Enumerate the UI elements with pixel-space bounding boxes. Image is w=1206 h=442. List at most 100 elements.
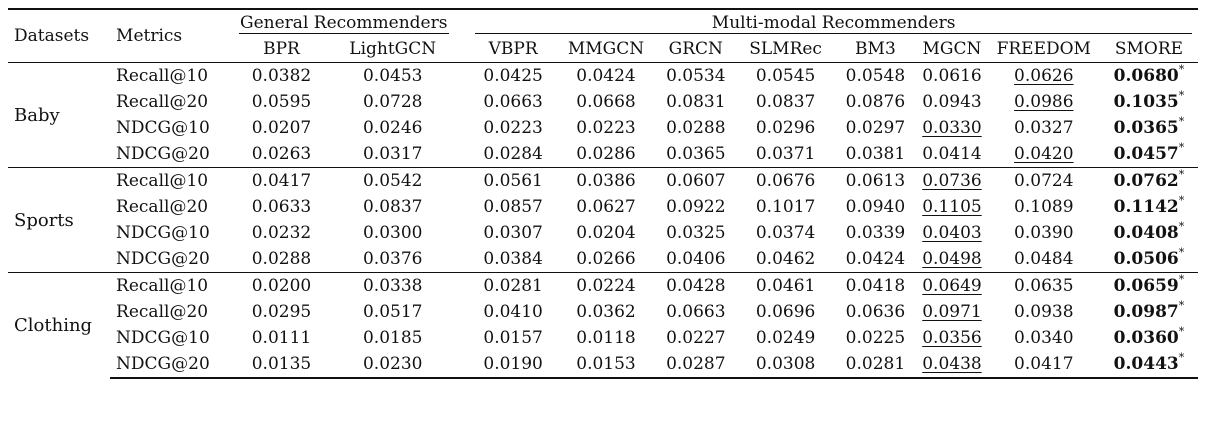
value-text: 0.0943 [922,92,982,112]
significance-marker: * [1178,220,1185,233]
value-cell: 0.0616 [916,62,988,89]
value-text: 0.0696 [755,302,816,322]
value-text: 0.0266 [576,249,636,269]
value-cell: 0.1142* [1100,194,1198,220]
value-cell: 0.0325 [655,220,737,246]
value-cell: 0.0408* [1100,220,1198,246]
table-row: NDCG@20 0.0288 0.0376 0.0384 0.0266 0.0406 0.0… [8,246,1198,273]
value-text: 0.0668 [576,92,636,112]
value-cell: 0.0327 [988,115,1100,141]
dataset-name: Baby [8,62,111,168]
value-cell: 0.0118 [557,325,655,351]
value-text: 0.0386 [576,171,636,191]
value-text: 0.0362 [576,302,636,322]
value-text: 0.0461 [755,276,816,296]
table-row: Recall@20 0.0295 0.0517 0.0410 0.0362 0.0663 0… [8,299,1198,325]
value-cell: 0.0680* [1099,62,1198,89]
value-cell: 0.0386 [557,167,655,194]
value-cell: 0.0857 [469,194,557,220]
value-cell: 0.0365* [1100,115,1198,141]
value-text: 0.0135 [251,354,312,374]
value-text: 0.0857 [483,197,543,217]
value-text: 0.0545 [755,66,816,86]
value-cell: 0.0627 [557,194,655,220]
model-header: SMORE [1114,39,1184,59]
table-row: Baby Recall@10 0.0382 0.0453 0.0425 0.0424 0.0… [8,62,1198,168]
value-cell: 0.0230 [330,351,455,379]
value-text: 0.0295 [251,302,312,322]
value-cell: 0.0484 [988,246,1100,273]
significance-marker: * [1178,325,1185,338]
value-cell: 0.0425 [469,62,558,89]
value-cell: 0.0659* [1099,272,1198,299]
value-cell: 0.0287 [654,351,737,379]
value-text: 0.0406 [666,249,726,269]
value-text: 0.0263 [251,144,312,164]
value-text: 0.0425 [483,66,543,86]
value-cell: 0.0406 [655,246,737,273]
value-cell: 0.0295 [233,299,331,325]
value-cell: 0.0296 [737,115,835,141]
value-text: 0.0971 [922,302,982,322]
value-cell: 0.0987* [1100,299,1198,325]
value-text: 0.0626 [1014,66,1074,86]
model-header: GRCN [668,39,723,59]
model-header: FREEDOM [996,39,1091,59]
value-cell: 0.0190 [469,351,558,379]
metric-label: NDCG@20 [110,351,233,379]
value-text: 0.0225 [845,328,906,348]
table-row: NDCG@10 0.0111 0.0185 0.0157 0.0118 0.0227 0.0… [8,325,1198,351]
value-text: 0.0417 [251,171,312,191]
value-text: 0.0317 [362,144,423,164]
value-text: 0.0659 [1113,276,1179,296]
value-text: 0.0938 [1014,302,1074,322]
value-cell: 0.0428 [654,272,737,299]
value-text: 0.0616 [922,66,982,86]
value-cell: 0.0837 [330,194,455,220]
value-cell: 0.0542 [330,167,455,194]
value-cell: 0.0356 [916,325,987,351]
value-cell: 0.0135 [232,351,331,379]
value-cell: 0.0595 [233,89,331,115]
value-cell: 0.0263 [233,141,331,168]
value-cell: 0.0382 [232,62,331,89]
value-text: 0.0204 [576,223,636,243]
value-text: 0.0940 [845,197,906,217]
value-cell: 0.0286 [557,141,655,168]
table-row: NDCG@20 0.0135 0.0230 0.0190 0.0153 0.0287 0.0… [8,351,1198,379]
value-text: 0.0308 [755,354,816,374]
value-cell: 0.0498 [916,246,987,273]
value-cell: 0.0266 [557,246,655,273]
value-text: 0.0837 [755,92,816,112]
significance-marker: * [1178,89,1185,102]
value-cell: 0.0545 [736,62,835,89]
value-text: 0.1089 [1014,197,1074,217]
value-text: 0.0561 [483,171,543,191]
group-multimodal-header: Multi-modal Recommenders [469,8,1198,36]
value-cell: 0.0668 [557,89,655,115]
value-text: 0.0286 [576,144,636,164]
value-text: 0.0223 [576,118,636,138]
value-text: 0.0408 [1113,223,1179,243]
table-row: NDCG@10 0.0232 0.0300 0.0307 0.0204 0.0325 0.0… [8,220,1198,246]
value-text: 0.0728 [362,92,423,112]
value-cell: 0.0940 [835,194,917,220]
value-text: 0.0595 [251,92,312,112]
value-text: 0.0517 [362,302,423,322]
value-text: 0.1142 [1113,197,1179,217]
value-cell: 0.0227 [655,325,737,351]
value-text: 0.0246 [362,118,423,138]
value-text: 0.0542 [362,171,423,191]
value-text: 0.0287 [666,354,726,374]
value-text: 0.0232 [251,223,312,243]
value-cell: 0.0417 [987,351,1100,379]
value-cell: 0.0281 [469,272,558,299]
value-cell: 0.0157 [469,325,557,351]
value-text: 0.0462 [755,249,816,269]
value-text: 0.0281 [845,354,906,374]
value-cell: 0.0607 [654,167,737,194]
value-cell: 0.0876 [835,89,917,115]
metric-label: Recall@20 [116,302,209,322]
value-text: 0.0207 [251,118,312,138]
value-text: 0.0185 [362,328,423,348]
